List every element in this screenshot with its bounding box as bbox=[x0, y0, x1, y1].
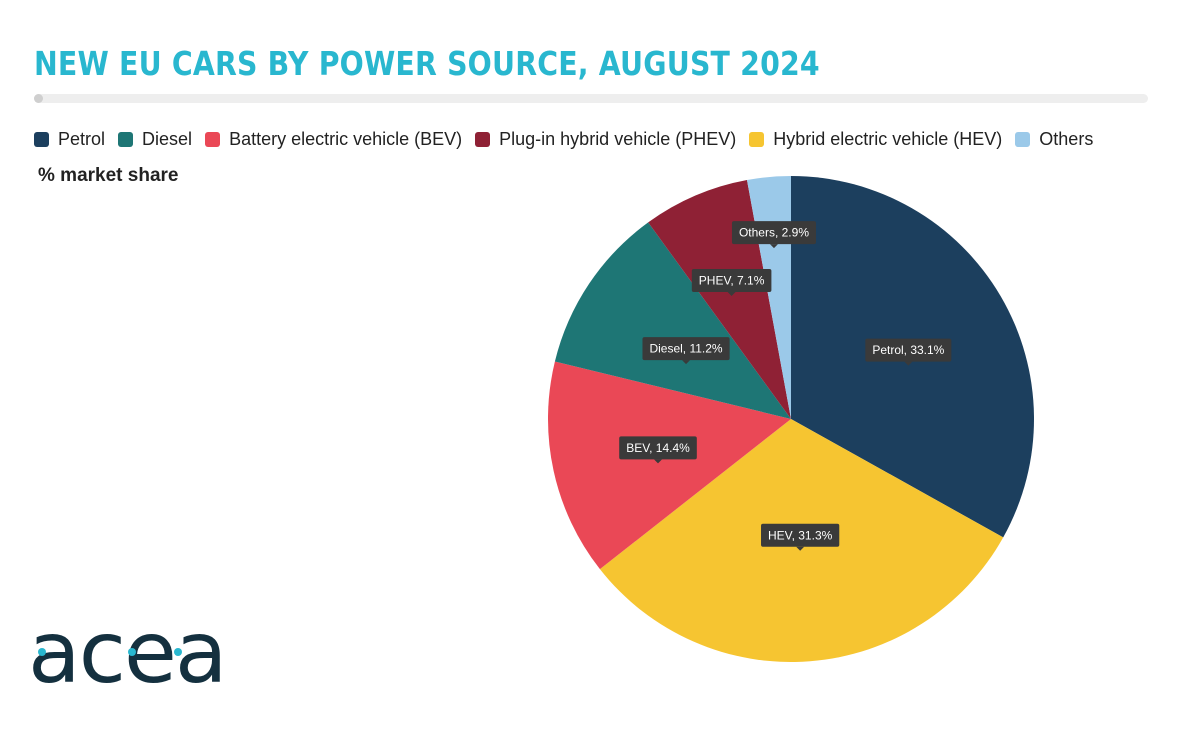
legend-swatch bbox=[118, 131, 134, 147]
legend-item: Plug-in hybrid vehicle (PHEV) bbox=[475, 129, 736, 150]
legend-item: Diesel bbox=[118, 129, 192, 150]
data-label: HEV, 31.3% bbox=[761, 523, 840, 551]
logo-dot bbox=[38, 648, 46, 656]
data-label: Others, 2.9% bbox=[731, 221, 816, 249]
chart-title: NEW EU CARS BY POWER SOURCE, AUGUST 2024 bbox=[34, 44, 820, 83]
legend-swatch bbox=[34, 131, 49, 147]
data-label: BEV, 14.4% bbox=[619, 436, 697, 464]
legend-label: Plug-in hybrid vehicle (PHEV) bbox=[499, 128, 737, 149]
pie-slice-diesel bbox=[554, 222, 791, 419]
legend-label: Diesel bbox=[142, 128, 193, 149]
logo-dot bbox=[174, 648, 182, 656]
legend-swatch bbox=[475, 131, 491, 147]
legend-label: Petrol bbox=[58, 128, 106, 149]
pie-slice-bev bbox=[547, 361, 791, 570]
svg-text:Diesel, 11.2%: Diesel, 11.2% bbox=[649, 342, 722, 356]
svg-text:Petrol, 33.1%: Petrol, 33.1% bbox=[872, 343, 944, 357]
svg-text:BEV, 14.4%: BEV, 14.4% bbox=[626, 441, 690, 455]
legend-label: Battery electric vehicle (BEV) bbox=[229, 128, 463, 149]
legend-item: Hybrid electric vehicle (HEV) bbox=[749, 129, 1002, 150]
legend-item: Others bbox=[1015, 129, 1093, 150]
acea-logo: acea bbox=[28, 612, 228, 694]
title-underline bbox=[34, 94, 1148, 103]
legend-label: Others bbox=[1039, 128, 1094, 149]
svg-text:HEV, 31.3%: HEV, 31.3% bbox=[768, 528, 833, 542]
data-label: Petrol, 33.1% bbox=[865, 338, 952, 366]
legend: Petrol Diesel Battery electric vehicle (BE… bbox=[34, 128, 1106, 150]
legend-item: Petrol bbox=[34, 129, 105, 150]
legend-swatch bbox=[205, 131, 221, 147]
data-label: PHEV, 7.1% bbox=[691, 269, 772, 297]
legend-swatch bbox=[1015, 131, 1031, 147]
legend-label: Hybrid electric vehicle (HEV) bbox=[773, 128, 1003, 149]
logo-dot bbox=[128, 648, 136, 656]
acea-logo-wordmark: acea bbox=[28, 612, 226, 694]
legend-item: Battery electric vehicle (BEV) bbox=[205, 129, 462, 150]
underline-dot bbox=[34, 94, 43, 103]
legend-swatch bbox=[749, 131, 765, 147]
chart-subtitle: % market share bbox=[38, 165, 179, 186]
svg-text:PHEV, 7.1%: PHEV, 7.1% bbox=[699, 274, 765, 288]
svg-text:Others, 2.9%: Others, 2.9% bbox=[739, 226, 809, 240]
data-label: Diesel, 11.2% bbox=[642, 337, 730, 365]
